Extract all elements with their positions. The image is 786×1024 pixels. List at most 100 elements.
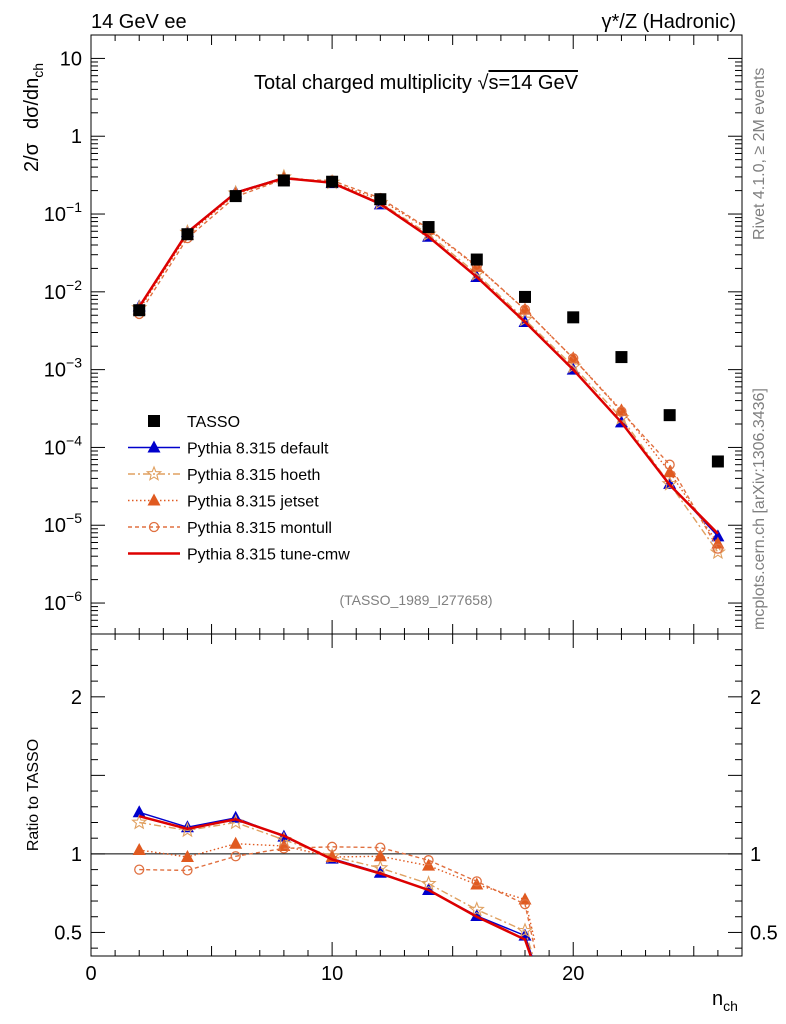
legend-item: Pythia 8.315 tune-cmw [128,547,350,564]
main-y-tick-label: 1 [71,126,82,148]
ratio-point [471,876,482,887]
ratio-point [229,836,243,849]
legend-label: Pythia 8.315 montull [187,520,332,537]
legend-label: Pythia 8.315 hoeth [187,467,320,484]
data-point [519,304,531,315]
data-point [133,304,146,317]
legend-label: Pythia 8.315 jetset [187,494,319,511]
legend-label: Pythia 8.315 default [187,441,329,458]
data-point [709,543,726,560]
ratio-point [423,855,434,866]
chart-title-prefix: Total charged multiplicity [254,72,477,94]
y-axis-label: 2/σ dσ/dnch [21,63,46,172]
data-point [663,409,676,422]
ratio-y-tick-label: 0.5 [54,922,82,944]
ratio-point [470,877,484,890]
x-axis-label-sub: ch [723,998,738,1014]
ratio-y-tick-label: 1 [71,844,82,866]
ratio-point [131,813,148,830]
ratio-point [134,864,145,875]
data-point [566,351,580,364]
main-x-ticks [90,35,743,634]
ratio-point [516,922,534,938]
data-point [277,174,290,187]
main-frame [90,34,743,635]
x-tick-label: 10 [321,963,343,985]
legend: TASSO Pythia 8.315 default Pythia 8.315 ho… [128,414,350,564]
data-point [661,475,678,491]
legend-label: Pythia 8.315 tune-cmw [187,547,350,564]
data-point [663,465,677,478]
ratio-point [326,841,338,852]
rivet-version-text: Rivet 4.1.0, ≥ 2M events [751,68,768,240]
ratio-point [373,849,387,862]
data-point [567,311,580,324]
y-axis-label-text: 2/σ dσ/dnch [21,63,46,172]
ratio-point [372,859,389,875]
ratio-point [420,875,437,891]
ratio-point [132,842,146,855]
legend-item: Pythia 8.315 hoeth [128,465,320,484]
legend-marker [147,493,161,506]
chart-title: Total charged multiplicity √s=14 GeV [254,72,579,94]
ratio-line [139,846,536,949]
data-point [422,221,435,234]
main-y-tick-label: 10−5 [44,510,82,537]
legend-marker [145,465,163,481]
data-point [711,529,725,542]
ratio-point [375,842,386,853]
analysis-id: (TASSO_1989_I277658) [339,592,492,608]
data-point [519,290,531,303]
data-point [614,403,628,416]
ratio-y-tick-label-right: 1 [750,844,761,866]
data-point [664,459,675,470]
ratio-panel: 0.5 0.5 1 1 2 2 0 10 20 Ratio to TASSO nch [25,633,778,1014]
ratio-line [139,821,534,956]
ratio-y-tick-label-right: 2 [750,687,761,709]
header-right: γ*/Z (Hadronic) [602,11,736,33]
legend-item: Pythia 8.315 jetset [128,493,319,511]
legend-label: TASSO [187,414,240,431]
data-point [616,406,627,417]
ratio-y-axis-label: Ratio to TASSO [25,739,42,851]
y-axis-label-sub: ch [30,63,46,78]
main-y-ticks: 10−6 10−5 10−4 10−3 10−2 10−1 1 10 [44,34,742,635]
legend-item: TASSO [148,414,240,431]
main-y-tick-label: 10 [60,48,82,70]
ratio-series-pythia-8-315-tune-cmw [138,814,533,956]
ratio-x-ticks: 0 10 20 [85,634,743,985]
main-y-tick-label: 10−1 [44,199,82,226]
data-point [374,193,387,206]
main-series [131,168,726,560]
legend-item: Pythia 8.315 default [128,440,329,458]
data-point [615,351,628,364]
ratio-series-pythia-8-315-montull [134,841,536,949]
series-tasso [133,174,724,468]
main-y-tick-label: 10−6 [44,588,82,615]
data-point [326,175,339,188]
main-y-tick-label: 10−4 [44,432,82,459]
ratio-y-ticks: 0.5 0.5 1 1 2 2 [54,633,778,949]
ratio-point [468,901,485,917]
ratio-point [180,850,194,863]
data-point [568,353,579,364]
chart-title-sqrt: √ [477,72,488,94]
ratio-frame [90,633,743,957]
mcplots-text: mcplots.cern.ch [arXiv:1306.3436] [751,388,768,630]
chart-title-suffix: s=14 GeV [488,72,578,94]
x-tick-label: 0 [85,963,96,985]
ratio-point [182,865,193,876]
ratio-line [139,842,536,941]
data-point [181,228,194,241]
main-panel: 10−6 10−5 10−4 10−3 10−2 10−1 1 10 Total charge… [21,34,743,635]
data-point [711,455,724,468]
main-y-tick-label: 10−2 [44,277,82,304]
ratio-y-tick-label: 2 [71,687,82,709]
ratio-y-tick-label-right: 0.5 [750,922,778,944]
header-left: 14 GeV ee [91,11,187,33]
ratio-line [138,814,533,956]
main-y-tick-label: 10−3 [44,355,82,382]
y-axis-label-part2: dσ/dn [21,78,43,129]
y-axis-label-part1: 2/σ [21,142,43,172]
